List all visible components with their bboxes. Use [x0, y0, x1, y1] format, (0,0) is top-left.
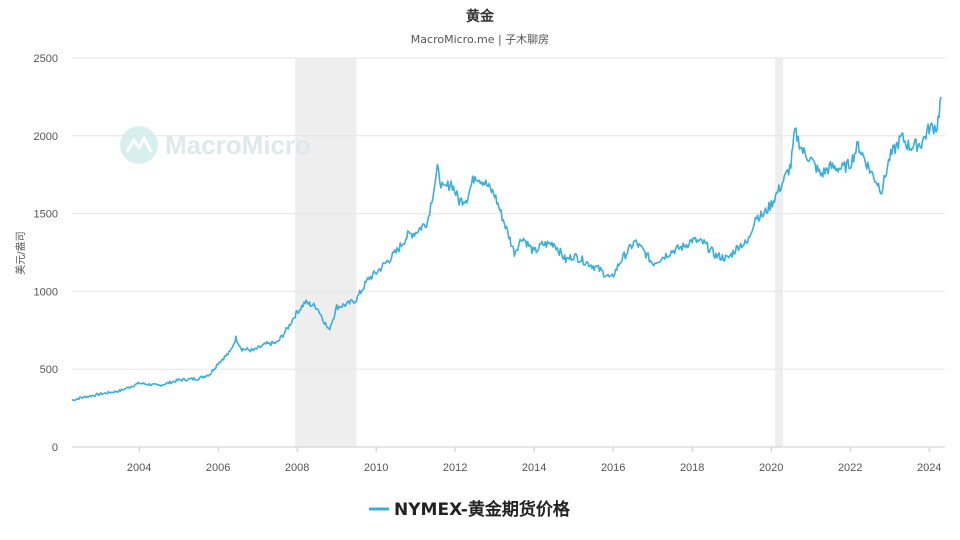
recession-shading — [295, 58, 784, 447]
y-tick-label: 2000 — [34, 131, 58, 143]
recession-band — [775, 58, 784, 447]
series-layer — [71, 96, 942, 402]
x-tick-label: 2018 — [680, 462, 704, 474]
grid-lines — [72, 57, 945, 448]
watermark: MacroMicro — [120, 126, 311, 164]
x-tick-label: 2006 — [206, 462, 230, 474]
chart-title: 黄金 — [466, 8, 495, 25]
y-axis-label: 美元/盎司 — [14, 231, 27, 274]
y-tick-label: 2500 — [34, 53, 58, 65]
x-tick-label: 2012 — [443, 462, 467, 474]
y-tick-label: 1500 — [34, 209, 58, 221]
legend-label: NYMEX-黄金期货价格 — [394, 499, 571, 520]
x-tick-label: 2014 — [522, 462, 546, 474]
y-axis-ticks: 0 500 1000 1500 2000 2500 — [34, 53, 58, 454]
recession-band — [295, 58, 357, 447]
x-tick-label: 2022 — [838, 462, 862, 474]
x-tick-label: 2008 — [285, 462, 309, 474]
x-tick-label: 2020 — [759, 462, 783, 474]
y-tick-label: 0 — [52, 442, 58, 454]
watermark-logo-mark — [125, 136, 153, 153]
x-tick-label: 2024 — [917, 462, 941, 474]
x-tick-label: 2004 — [127, 462, 151, 474]
x-tick-label: 2010 — [364, 462, 388, 474]
series-line — [71, 96, 942, 402]
chart-subtitle: MacroMicro.me | 子木聊房 — [411, 32, 549, 46]
y-tick-label: 500 — [40, 364, 58, 376]
watermark-text: MacroMicro — [165, 130, 311, 160]
x-axis-ticks: 2004 2006 2008 2010 2012 2014 2016 2018 2020 2022… — [127, 447, 941, 474]
x-tick-label: 2016 — [601, 462, 625, 474]
legend[interactable]: NYMEX-黄金期货价格 — [369, 499, 571, 520]
y-tick-label: 1000 — [34, 286, 58, 298]
